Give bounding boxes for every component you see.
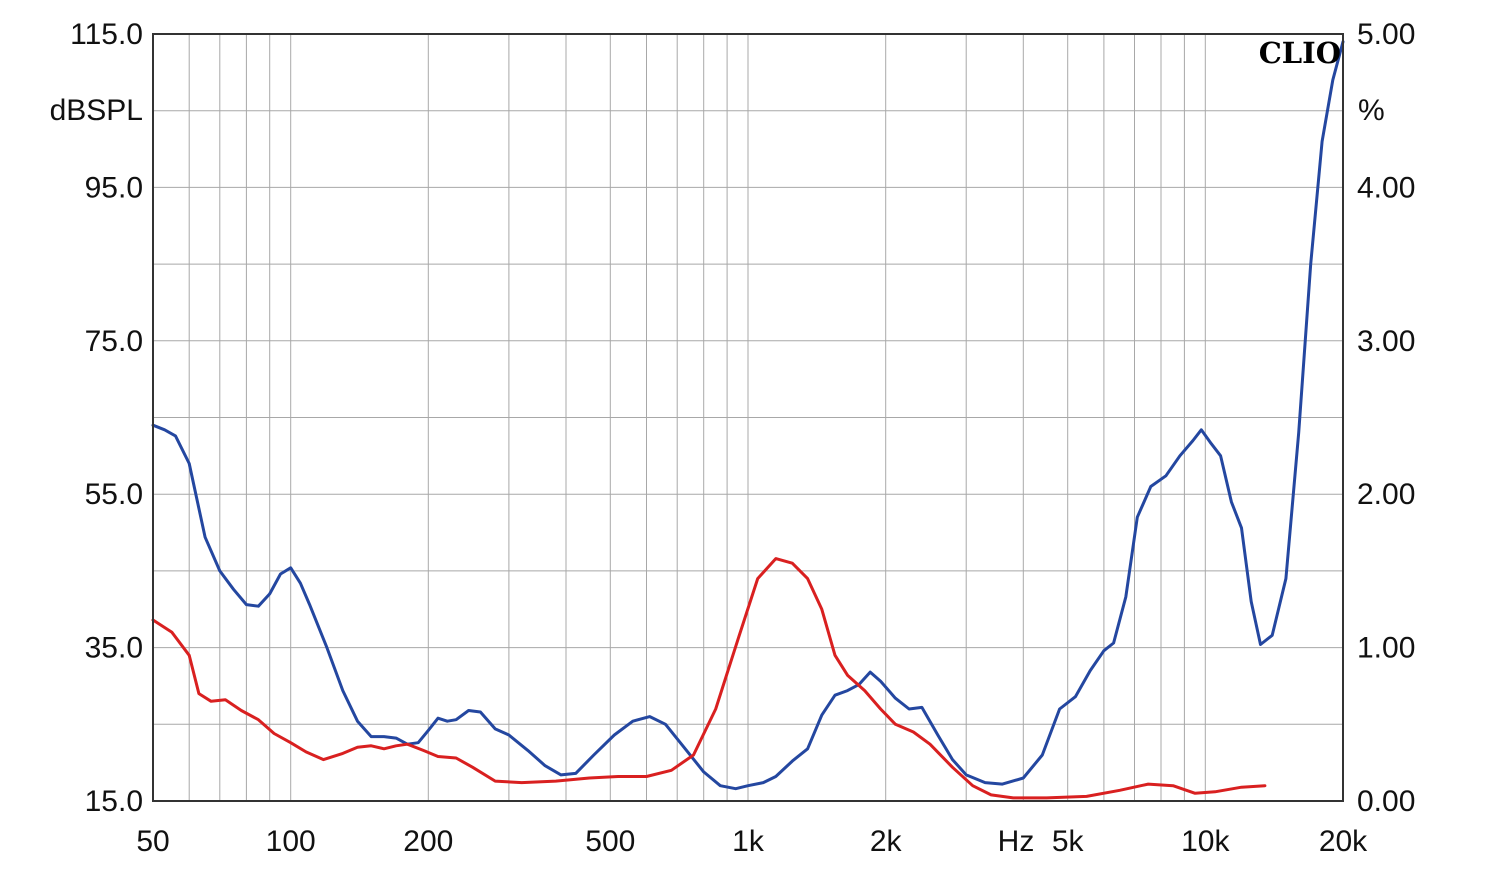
series-line-1: [151, 40, 1345, 791]
right-axis-unit: %: [1358, 94, 1385, 127]
right-y-tick-label: 4.00: [1357, 171, 1415, 204]
right-y-tick-label: 5.00: [1357, 18, 1415, 51]
x-tick-label: 20k: [1319, 825, 1368, 858]
left-y-tick-label: 95.0: [85, 171, 143, 204]
x-tick-label: 100: [266, 825, 316, 858]
x-tick-label: 500: [585, 825, 635, 858]
right-y-tick-label: 1.00: [1357, 632, 1415, 665]
left-axis-unit: dBSPL: [50, 94, 143, 127]
right-y-tick-label: 3.00: [1357, 325, 1415, 358]
left-y-tick-label: 55.0: [85, 478, 143, 511]
left-y-tick-label: 15.0: [85, 785, 143, 818]
right-y-tick-label: 0.00: [1357, 785, 1415, 818]
right-axis-tick-labels: 5.00 4.00 3.00 2.00 1.00 0.00: [1357, 18, 1415, 818]
x-tick-label: 50: [136, 825, 169, 858]
x-tick-label: 10k: [1181, 825, 1230, 858]
x-tick-label: 5k: [1052, 825, 1085, 858]
x-axis-unit: Hz: [998, 825, 1035, 858]
x-tick-label: 2k: [870, 825, 903, 858]
right-y-tick-label: 2.00: [1357, 478, 1415, 511]
left-y-tick-label: 75.0: [85, 325, 143, 358]
x-axis-tick-labels: 50 100 200 500 1k 2k 5k 10k 20k: [136, 825, 1368, 858]
grid: [153, 34, 1343, 801]
left-y-tick-label: 35.0: [85, 632, 143, 665]
clio-brand-label: CLIO: [1259, 36, 1341, 70]
x-tick-label: 200: [403, 825, 453, 858]
plot-frame: [152, 33, 1344, 802]
left-axis-tick-labels: 115.0 95.0 75.0 55.0 35.0 15.0: [70, 18, 143, 818]
series-line-2: [151, 557, 1267, 800]
x-tick-label: 1k: [732, 825, 765, 858]
series-group: [151, 40, 1345, 800]
left-y-tick-label: 115.0: [70, 18, 143, 51]
